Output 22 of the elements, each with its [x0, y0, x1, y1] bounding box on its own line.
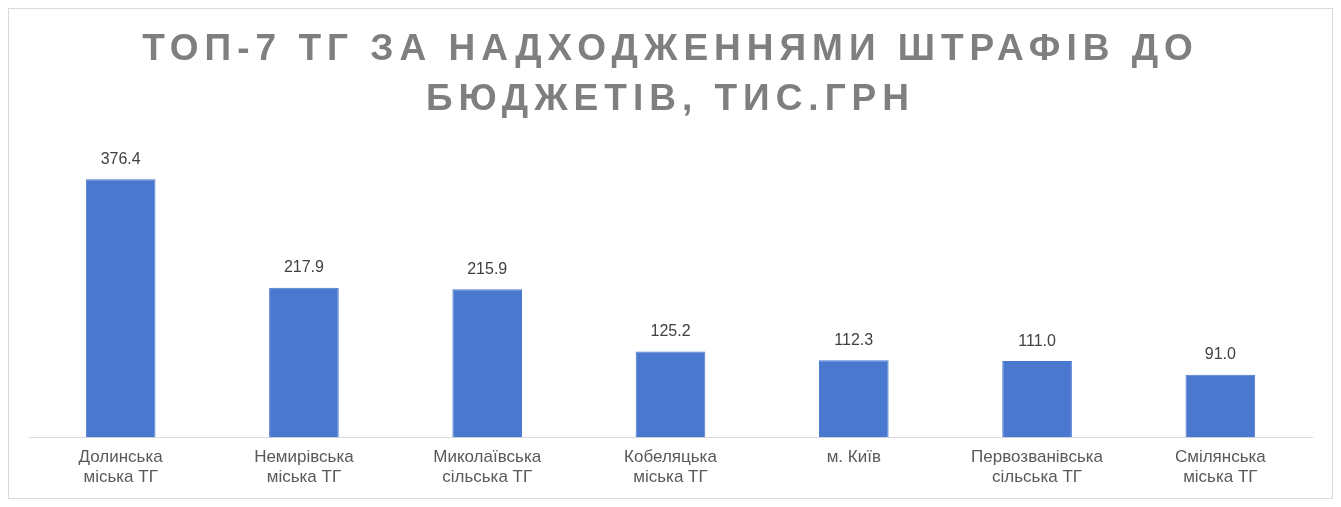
data-label: 112.3 — [834, 330, 874, 348]
x-tick-label: Кобеляцька міська ТГ — [624, 447, 718, 487]
bar — [635, 351, 706, 438]
data-label: 376.4 — [100, 149, 141, 167]
chart-title: ТОП-7 ТГ ЗА НАДХОДЖЕННЯМИ ШТРАФІВ ДО БЮДЖЕТІВ, ТИС.ГРН — [141, 26, 1200, 120]
data-label: 215.9 — [467, 259, 508, 277]
x-tick-label: Смілянська міська ТГ — [1174, 447, 1267, 487]
data-label: 217.9 — [283, 258, 325, 276]
bar — [452, 289, 523, 438]
x-tick-label: м. Київ — [826, 447, 881, 467]
bar — [85, 179, 156, 438]
bar — [1185, 374, 1256, 438]
x-tick-label: Немирівська міська ТГ — [254, 447, 355, 487]
x-tick-label: Миколаївська сільська ТГ — [433, 447, 542, 487]
x-tick-label: Первозванівська сільська ТГ — [971, 447, 1104, 487]
bar — [1002, 361, 1072, 438]
bar — [269, 287, 339, 438]
x-tick-label: Долинська міська ТГ — [78, 447, 164, 487]
bar — [818, 360, 889, 438]
data-label: 91.0 — [1204, 345, 1237, 363]
data-label: 111.0 — [1018, 331, 1056, 349]
data-label: 125.2 — [650, 321, 691, 339]
